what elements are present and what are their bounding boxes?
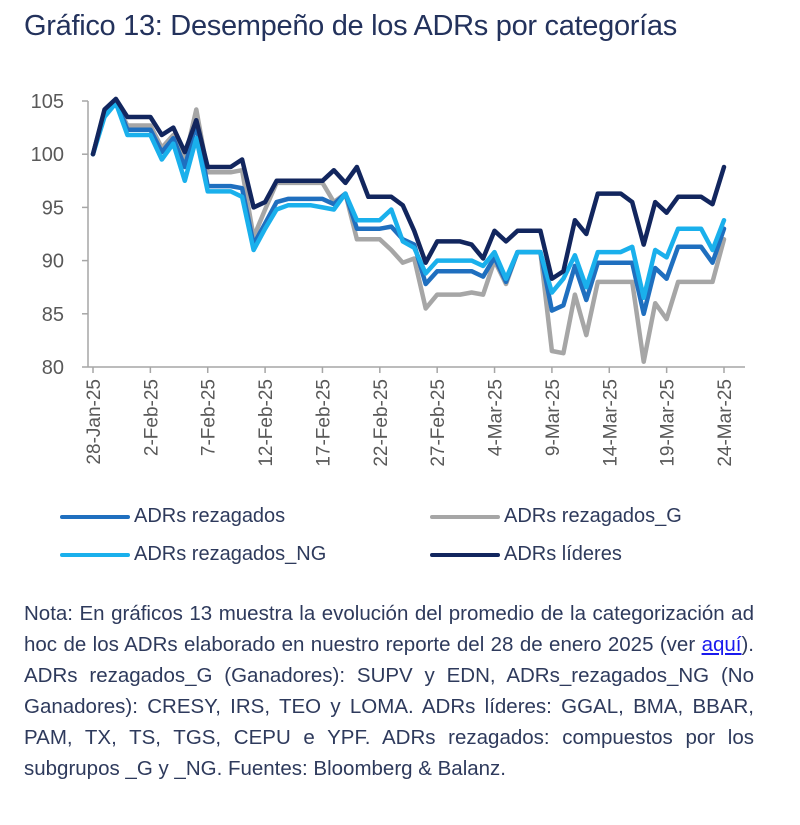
x-tick-label: 28-Jan-25 bbox=[84, 379, 105, 465]
x-tick-label: 2-Feb-25 bbox=[141, 379, 162, 456]
footnote: Nota: En gráficos 13 muestra la evolució… bbox=[24, 598, 754, 784]
x-tick-label: 12-Feb-25 bbox=[256, 379, 277, 467]
y-tick-label: 105 bbox=[31, 91, 64, 113]
x-tick-label: 17-Feb-25 bbox=[313, 379, 334, 467]
y-tick-label: 95 bbox=[42, 197, 64, 219]
note-text-1: Nota: En gráficos 13 muestra la evolució… bbox=[24, 602, 754, 656]
legend-label: ADRs rezagados_NG bbox=[134, 543, 327, 565]
x-tick-label: 24-Mar-25 bbox=[715, 379, 736, 467]
note-text-2: ). ADRs rezagados_G (Ganadores): SUPV y … bbox=[24, 633, 754, 780]
series-lines bbox=[90, 96, 727, 364]
y-tick-label: 100 bbox=[31, 144, 64, 166]
line-chart: 80 85 90 95 100 105 28-Jan-25 2-Feb-25 7-Feb-25… bbox=[31, 91, 745, 467]
x-tick-label: 9-Mar-25 bbox=[543, 379, 564, 456]
axes bbox=[82, 100, 745, 373]
legend-swatch bbox=[430, 514, 500, 519]
y-tick-label: 85 bbox=[42, 304, 64, 326]
y-tick-labels: 80 85 90 95 100 105 bbox=[31, 91, 64, 379]
chart-title: Gráfico 13: Desempeño de los ADRs por ca… bbox=[24, 10, 677, 42]
legend-label: ADRs rezagados bbox=[134, 505, 286, 527]
x-tick-label: 27-Feb-25 bbox=[428, 379, 449, 467]
x-tick-labels: 28-Jan-25 2-Feb-25 7-Feb-25 12-Feb-25 17-Feb… bbox=[84, 379, 736, 467]
series-line-adrs-rezagados-ng bbox=[90, 100, 727, 301]
legend-item-rezagados: ADRs rezagados bbox=[60, 505, 285, 528]
legend-item-rezagados-ng: ADRs rezagados_NG bbox=[60, 543, 326, 566]
legend-item-rezagados-g: ADRs rezagados_G bbox=[430, 505, 682, 528]
legend-swatch bbox=[430, 552, 500, 557]
x-tick-label: 7-Feb-25 bbox=[199, 379, 220, 456]
legend-item-lideres: ADRs líderes bbox=[430, 543, 622, 566]
x-tick-label: 4-Mar-25 bbox=[486, 379, 507, 456]
legend-swatch bbox=[60, 552, 130, 557]
legend-label: ADRs líderes bbox=[504, 543, 622, 565]
here-link[interactable]: aquí bbox=[701, 633, 742, 656]
legend-swatch bbox=[60, 514, 130, 519]
x-tick-label: 19-Mar-25 bbox=[658, 379, 679, 467]
x-tick-label: 22-Feb-25 bbox=[371, 379, 392, 467]
x-tick-label: 14-Mar-25 bbox=[600, 379, 621, 467]
legend: ADRs rezagados ADRs rezagados_G ADRs rez… bbox=[60, 505, 760, 577]
y-tick-label: 90 bbox=[42, 251, 64, 273]
legend-label: ADRs rezagados_G bbox=[504, 505, 682, 527]
series-line-adrs-l-deres bbox=[90, 96, 727, 281]
y-tick-label: 80 bbox=[42, 357, 64, 379]
